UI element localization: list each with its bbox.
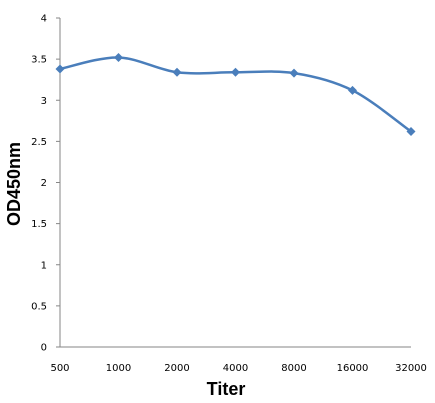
y-tick-label: 4 [41,14,47,25]
x-tick-label: 16000 [337,363,369,374]
data-point-marker [114,52,123,62]
data-point-marker [55,64,65,74]
series-markers [55,52,416,137]
data-point-marker [289,68,299,78]
x-tick-label: 32000 [395,363,427,374]
x-tick-label: 4000 [223,363,248,374]
y-tick-label: 0 [41,343,47,354]
x-tick-label: 500 [50,363,69,374]
x-tick-label: 8000 [281,363,306,374]
x-axis-title: Titer [207,379,246,399]
x-axis-ticks: 500 1000 2000 4000 8000 16000 32000 [50,363,426,374]
data-point-marker [406,127,416,137]
x-tick-label: 2000 [164,363,189,374]
data-point-marker [348,85,357,95]
y-tick-label: 0.5 [31,301,47,312]
x-tick-label: 1000 [106,363,131,374]
y-tick-label: 3.5 [31,55,47,66]
data-point-marker [172,67,182,77]
y-tick-label: 1 [41,260,47,271]
y-tick-label: 2 [41,178,47,189]
y-tick-label: 3 [41,96,47,107]
y-axis-ticks: 0 0.5 1 1.5 2 2.5 3 3.5 4 [31,14,60,354]
data-point-marker [231,67,240,77]
y-axis-title: OD450nm [4,142,24,226]
y-tick-label: 1.5 [31,219,47,230]
y-tick-label: 2.5 [31,137,47,148]
